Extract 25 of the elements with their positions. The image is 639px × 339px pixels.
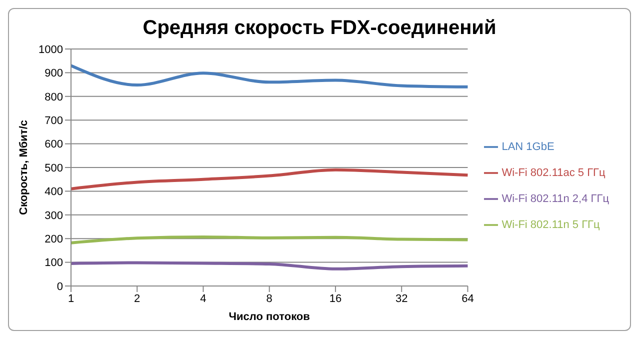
x-tick-label: 1 — [68, 292, 74, 305]
x-tick-label: 4 — [200, 292, 206, 305]
y-tick-label: 0 — [56, 280, 63, 293]
y-tick-label: 500 — [44, 162, 63, 174]
chart-title: Средняя скорость FDX-соединений — [142, 17, 498, 41]
x-tick-label: 16 — [329, 292, 342, 305]
y-tick-label: 800 — [44, 91, 63, 104]
x-tick-label: 32 — [395, 292, 408, 305]
legend-label: Wi-Fi 802.11ac 5 ГГц — [502, 166, 606, 178]
legend-label: Wi-Fi 802.11n 2,4 ГГц — [502, 192, 609, 204]
x-axis-title: Число потоков — [228, 311, 310, 323]
legend-label: Wi-Fi 802.11n 5 ГГц — [502, 218, 600, 230]
y-axis-title: Скорость, Мбит/с — [18, 120, 30, 215]
y-tick-label: 700 — [44, 115, 63, 128]
y-tick-label: 900 — [44, 68, 63, 80]
y-tick-label: 300 — [44, 210, 63, 222]
y-tick-label: 1000 — [38, 44, 63, 56]
y-tick-label: 600 — [44, 138, 63, 151]
x-tick-label: 2 — [134, 292, 140, 305]
y-tick-label: 100 — [44, 257, 63, 270]
y-tick-label: 400 — [44, 186, 63, 198]
x-tick-label: 64 — [462, 292, 474, 305]
legend-label: LAN 1GbE — [502, 140, 554, 152]
x-tick-label: 8 — [266, 292, 272, 305]
y-tick-label: 200 — [44, 234, 63, 246]
